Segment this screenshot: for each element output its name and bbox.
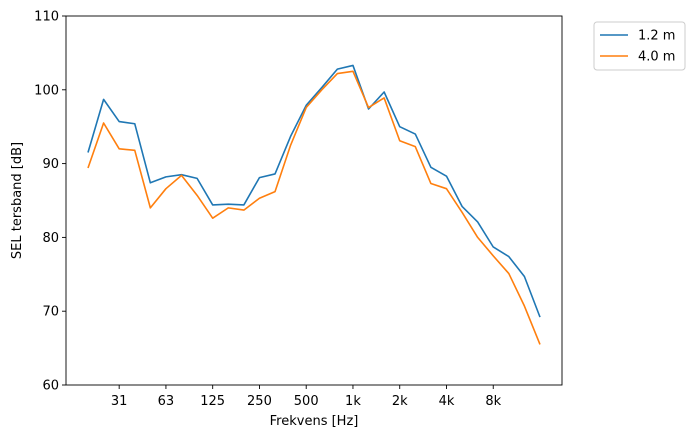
plot-frame xyxy=(65,15,563,386)
legend-label-2: 4.0 m xyxy=(638,50,675,65)
x-tick-label: 31 xyxy=(111,394,128,409)
legend: 1.2 m 4.0 m xyxy=(593,21,686,71)
y-tick-label: 70 xyxy=(42,305,59,320)
x-tick-label: 8k xyxy=(485,394,501,409)
x-tick-label: 500 xyxy=(294,394,319,409)
y-axis-label: SEL tersband [dB] xyxy=(10,142,25,259)
axes: 60 70 80 90 100 110 31 63 125 250 500 1k 2k 4k 8k Frekv… xyxy=(10,10,563,429)
x-tick-label: 4k xyxy=(439,394,455,409)
legend-box xyxy=(593,21,686,71)
legend-label-1: 1.2 m xyxy=(638,29,675,44)
x-axis-label: Frekvens [Hz] xyxy=(270,414,359,429)
y-tick-label: 80 xyxy=(42,231,59,246)
y-tick-label: 100 xyxy=(34,83,59,98)
x-tick-label: 2k xyxy=(392,394,408,409)
x-tick-label: 63 xyxy=(158,394,175,409)
plot-area xyxy=(87,64,541,345)
series-line-2 xyxy=(87,70,541,345)
x-tick-label: 250 xyxy=(247,394,272,409)
x-tick-label: 1k xyxy=(345,394,361,409)
y-tick-label: 90 xyxy=(42,157,59,172)
x-tick-label: 125 xyxy=(200,394,225,409)
y-tick-label: 60 xyxy=(42,379,59,394)
y-tick-label: 110 xyxy=(34,10,59,25)
series-line-1 xyxy=(87,64,541,318)
